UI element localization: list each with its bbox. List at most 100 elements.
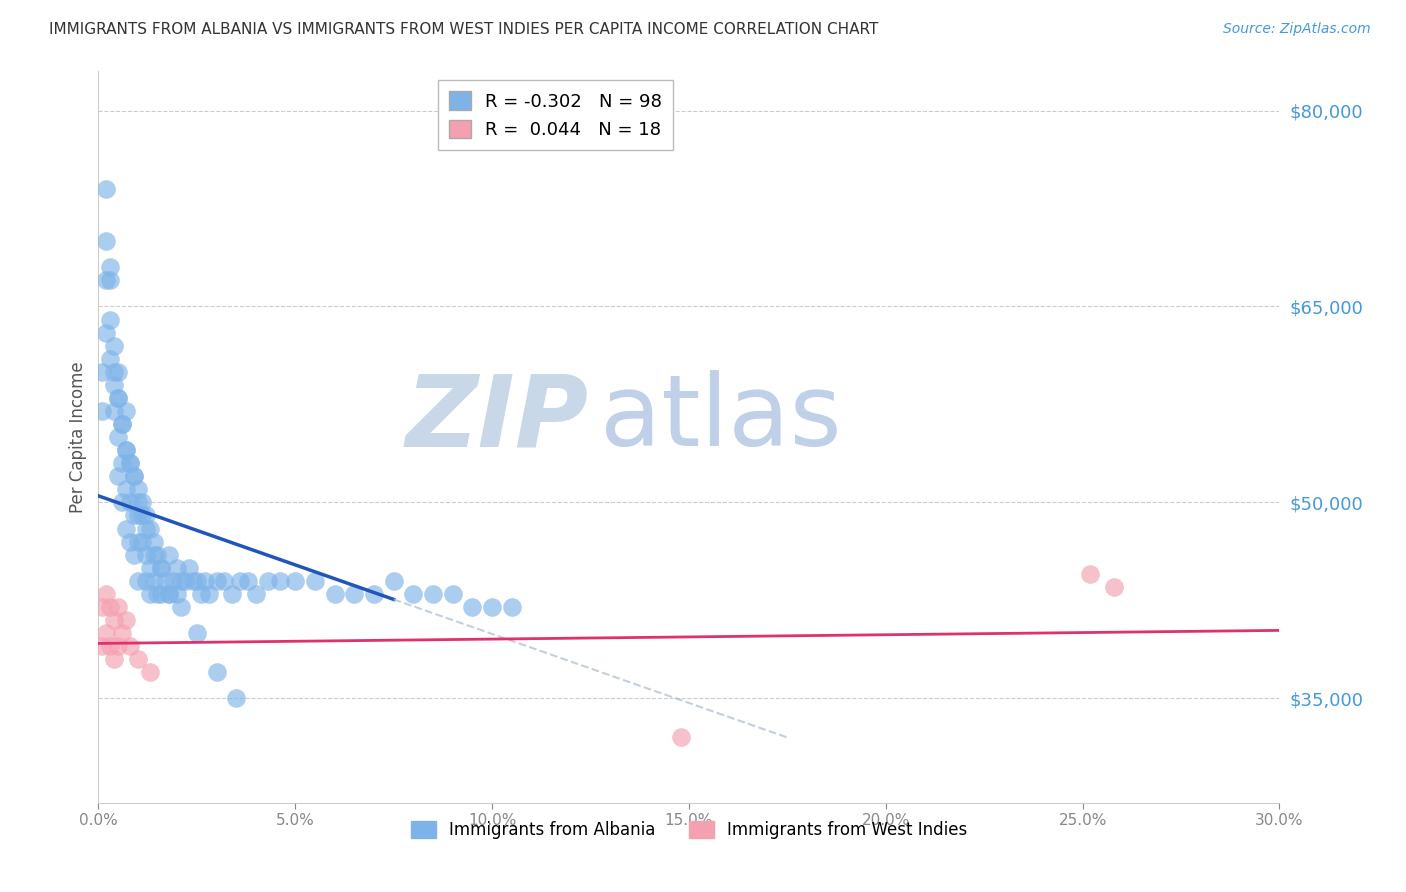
Point	[127, 508, 149, 523]
Point	[205, 665, 228, 680]
Point	[127, 534, 149, 549]
Text: atlas: atlas	[600, 370, 842, 467]
Point	[177, 560, 200, 574]
Point	[115, 613, 138, 627]
Point	[103, 613, 125, 627]
Point	[170, 599, 193, 614]
Point	[103, 652, 125, 666]
Point	[98, 599, 121, 614]
Point	[115, 443, 138, 458]
Point	[225, 691, 247, 706]
Point	[107, 469, 129, 483]
Point	[186, 574, 208, 588]
Point	[127, 495, 149, 509]
Point	[96, 234, 118, 248]
Point	[402, 587, 425, 601]
Point	[96, 182, 118, 196]
Point	[181, 574, 204, 588]
Point	[150, 587, 173, 601]
Point	[122, 469, 145, 483]
Point	[111, 417, 134, 431]
Point	[118, 456, 141, 470]
Point	[166, 587, 188, 601]
Point	[103, 338, 125, 352]
Point	[107, 599, 129, 614]
Point	[155, 574, 177, 588]
Point	[197, 587, 219, 601]
Point	[127, 652, 149, 666]
Point	[269, 574, 291, 588]
Point	[96, 273, 118, 287]
Point	[157, 587, 180, 601]
Point	[229, 574, 252, 588]
Point	[162, 574, 184, 588]
Point	[91, 639, 114, 653]
Point	[135, 574, 157, 588]
Point	[96, 626, 118, 640]
Point	[107, 639, 129, 653]
Point	[194, 574, 217, 588]
Point	[111, 417, 134, 431]
Point	[98, 312, 121, 326]
Point	[118, 534, 141, 549]
Point	[138, 521, 160, 535]
Point	[669, 731, 692, 745]
Point	[166, 560, 188, 574]
Y-axis label: Per Capita Income: Per Capita Income	[69, 361, 87, 513]
Point	[146, 587, 169, 601]
Point	[107, 391, 129, 405]
Point	[96, 587, 118, 601]
Point	[98, 639, 121, 653]
Point	[115, 483, 138, 497]
Point	[107, 391, 129, 405]
Point	[115, 521, 138, 535]
Point	[256, 574, 278, 588]
Point	[135, 521, 157, 535]
Point	[142, 574, 165, 588]
Point	[98, 273, 121, 287]
Point	[157, 587, 180, 601]
Point	[122, 548, 145, 562]
Point	[363, 587, 385, 601]
Point	[115, 404, 138, 418]
Point	[422, 587, 444, 601]
Point	[131, 534, 153, 549]
Point	[131, 508, 153, 523]
Point	[146, 548, 169, 562]
Point	[98, 260, 121, 275]
Point	[221, 587, 243, 601]
Point	[103, 365, 125, 379]
Text: IMMIGRANTS FROM ALBANIA VS IMMIGRANTS FROM WEST INDIES PER CAPITA INCOME CORRELA: IMMIGRANTS FROM ALBANIA VS IMMIGRANTS FR…	[49, 22, 879, 37]
Point	[103, 404, 125, 418]
Point	[323, 587, 346, 601]
Point	[284, 574, 307, 588]
Point	[138, 560, 160, 574]
Point	[135, 548, 157, 562]
Point	[103, 377, 125, 392]
Point	[170, 574, 193, 588]
Point	[245, 587, 267, 601]
Point	[91, 404, 114, 418]
Point	[96, 326, 118, 340]
Text: Source: ZipAtlas.com: Source: ZipAtlas.com	[1223, 22, 1371, 37]
Point	[236, 574, 259, 588]
Point	[441, 587, 464, 601]
Point	[343, 587, 366, 601]
Point	[127, 483, 149, 497]
Point	[186, 626, 208, 640]
Point	[304, 574, 326, 588]
Point	[461, 599, 484, 614]
Point	[190, 587, 212, 601]
Point	[98, 351, 121, 366]
Point	[157, 548, 180, 562]
Point	[382, 574, 405, 588]
Point	[150, 560, 173, 574]
Point	[501, 599, 523, 614]
Point	[135, 508, 157, 523]
Point	[118, 495, 141, 509]
Point	[107, 365, 129, 379]
Point	[142, 534, 165, 549]
Point	[127, 574, 149, 588]
Point	[118, 639, 141, 653]
Point	[138, 665, 160, 680]
